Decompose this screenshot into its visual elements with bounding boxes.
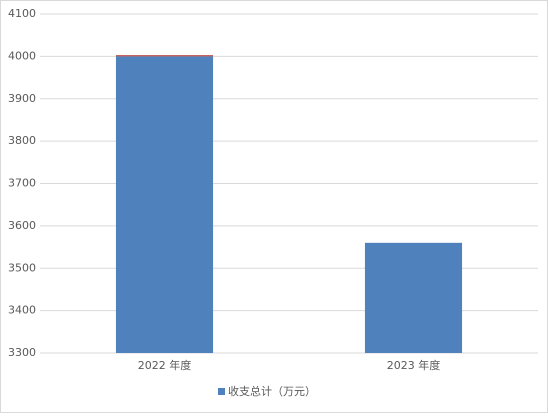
legend-label: 收支总计（万元） — [228, 384, 316, 398]
y-tick-label: 4100 — [8, 7, 36, 20]
y-tick-label: 4000 — [8, 49, 36, 62]
x-tick-label: 2022 年度 — [138, 358, 192, 372]
y-tick-label: 3900 — [8, 92, 36, 105]
legend-swatch — [218, 388, 225, 395]
bar — [115, 56, 214, 353]
y-tick-label: 3400 — [8, 304, 36, 317]
bar — [115, 55, 214, 57]
y-tick-label: 3700 — [8, 177, 36, 190]
y-tick-label: 3500 — [8, 261, 36, 274]
y-tick-label: 3600 — [8, 219, 36, 232]
y-tick-label: 3300 — [8, 346, 36, 359]
bar — [364, 242, 463, 353]
x-tick-label: 2023 年度 — [387, 358, 441, 372]
y-tick-label: 3800 — [8, 134, 36, 147]
